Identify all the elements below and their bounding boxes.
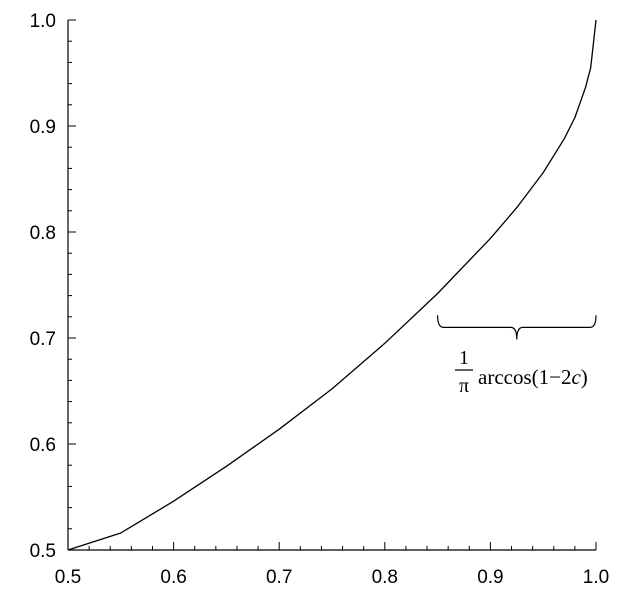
series: [67, 19, 597, 551]
expression-variable: c: [571, 365, 581, 389]
y-tick-label: 0.5: [30, 541, 56, 562]
y-tick-label: 0.6: [30, 435, 56, 456]
expression-prefix: arccos(1−2: [478, 365, 571, 389]
arccos-expression: arccos(1−2c): [478, 365, 588, 389]
y-tick-label: 0.7: [30, 329, 56, 350]
annotation-label: 1 π arccos(1−2c): [455, 347, 588, 397]
brace-annotation: 1 π arccos(1−2c): [437, 315, 597, 397]
ticks: [67, 19, 597, 551]
series-line: [67, 19, 597, 551]
x-tick-label: 0.7: [266, 567, 292, 588]
x-tick-label: 0.9: [477, 567, 503, 588]
fraction-numerator: 1: [459, 347, 469, 369]
x-tick-label: 0.5: [55, 567, 81, 588]
brace: [437, 315, 597, 340]
tick-labels: 0.5 0.6 0.7 0.8 0.9 1.0 0.5 0.6 0.7 0.8 0.9 1.0: [30, 11, 610, 588]
axes: [67, 20, 596, 551]
y-tick-label: 0.8: [30, 223, 56, 244]
x-tick-label: 0.6: [160, 567, 186, 588]
expression-suffix: ): [581, 365, 588, 389]
fraction-denominator: π: [459, 375, 469, 397]
x-tick-label: 1.0: [583, 567, 609, 588]
x-tick-label: 0.8: [372, 567, 398, 588]
y-tick-label: 1.0: [30, 11, 56, 32]
y-tick-label: 0.9: [30, 117, 56, 138]
